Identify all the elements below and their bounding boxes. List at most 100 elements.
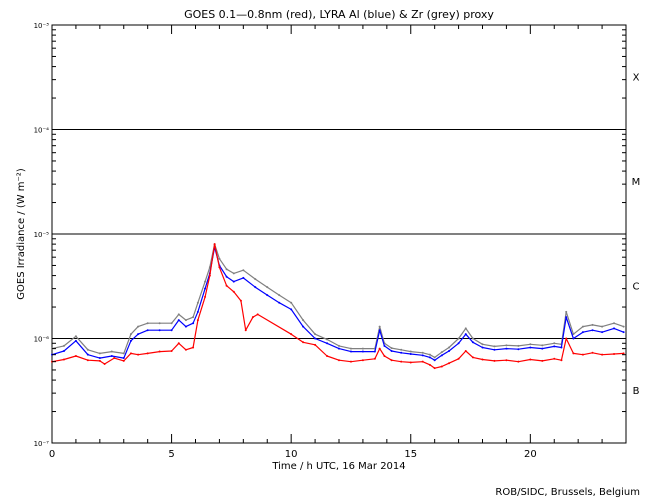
data-point xyxy=(448,346,451,349)
chart-title: GOES 0.1—0.8nm (red), LYRA Al (blue) & Z… xyxy=(184,8,494,21)
data-point xyxy=(421,360,424,363)
data-point xyxy=(204,280,207,283)
data-point xyxy=(158,322,161,325)
data-point xyxy=(457,342,460,345)
data-point xyxy=(208,274,211,277)
data-point xyxy=(242,269,245,272)
data-point xyxy=(464,333,467,336)
data-point xyxy=(218,266,221,269)
series-line xyxy=(51,243,624,358)
data-point xyxy=(581,353,584,356)
data-point xyxy=(314,343,317,346)
data-point xyxy=(361,359,364,362)
data-point xyxy=(177,319,180,322)
data-point xyxy=(266,286,269,289)
data-point xyxy=(103,363,106,366)
data-point xyxy=(326,355,329,358)
data-point xyxy=(170,329,173,332)
data-point xyxy=(129,352,132,355)
data-point xyxy=(572,352,575,355)
data-point xyxy=(409,361,412,364)
y-axis-label: GOES Irradiance / (W m⁻²) xyxy=(16,168,27,300)
data-point xyxy=(421,354,424,357)
data-point xyxy=(481,346,484,349)
data-point xyxy=(400,360,403,363)
data-point xyxy=(338,359,340,362)
data-point xyxy=(213,243,216,246)
data-point xyxy=(137,353,140,356)
data-point xyxy=(290,333,293,336)
data-point xyxy=(481,343,484,346)
data-point xyxy=(232,290,235,293)
data-point xyxy=(601,353,604,356)
flare-class-thresholds xyxy=(52,129,626,339)
data-point xyxy=(98,357,101,360)
data-point xyxy=(409,350,412,353)
y-tick-label: 10⁻⁷ xyxy=(34,440,50,448)
credit-text: ROB/SIDC, Brussels, Belgium xyxy=(495,487,640,498)
data-point xyxy=(541,359,544,362)
data-point xyxy=(440,351,443,354)
data-point xyxy=(383,355,386,358)
data-point xyxy=(581,331,584,334)
data-point xyxy=(378,325,381,328)
data-point xyxy=(428,356,431,359)
data-point xyxy=(373,357,376,360)
data-point xyxy=(225,284,228,287)
data-point xyxy=(196,301,199,304)
data-point xyxy=(158,329,161,332)
data-point xyxy=(232,272,235,275)
data-point xyxy=(204,287,207,290)
data-point xyxy=(242,276,245,279)
data-point xyxy=(192,346,195,349)
y-tick-label: 10⁻⁴ xyxy=(34,127,50,135)
data-point xyxy=(62,358,65,361)
data-point xyxy=(390,349,393,352)
y-axis: 10⁻⁷ 10⁻⁶ 10⁻⁵ 10⁻⁴ 10⁻³ xyxy=(34,22,626,448)
data-point xyxy=(448,349,451,352)
data-point xyxy=(62,349,65,352)
data-point xyxy=(378,347,381,350)
data-point xyxy=(184,319,187,322)
data-point xyxy=(428,353,431,356)
data-point xyxy=(560,359,563,362)
data-point xyxy=(529,358,532,361)
data-point xyxy=(170,322,173,325)
data-point xyxy=(196,310,199,313)
data-point xyxy=(572,333,575,336)
data-point xyxy=(471,337,474,340)
data-point xyxy=(581,325,584,328)
data-point xyxy=(302,319,305,322)
data-point xyxy=(278,294,281,297)
data-point xyxy=(349,347,352,350)
data-point xyxy=(517,360,520,363)
data-point xyxy=(192,322,195,325)
data-point xyxy=(553,342,556,345)
data-point xyxy=(122,357,125,360)
data-point xyxy=(314,337,317,340)
data-point xyxy=(218,257,221,260)
data-point xyxy=(314,333,317,336)
data-point xyxy=(137,333,140,336)
data-point xyxy=(541,344,544,347)
data-point xyxy=(529,343,532,346)
data-point xyxy=(254,278,257,281)
data-point xyxy=(129,333,132,336)
data-point xyxy=(98,352,101,355)
data-point xyxy=(146,329,149,332)
data-point xyxy=(591,351,594,354)
data-point xyxy=(433,359,436,362)
series-layer xyxy=(51,243,625,370)
data-point xyxy=(622,352,625,355)
data-point xyxy=(74,355,77,358)
flare-class-label: X xyxy=(633,73,640,84)
data-point xyxy=(505,347,508,350)
data-point xyxy=(613,327,616,330)
x-tick-label: 5 xyxy=(168,449,174,460)
data-point xyxy=(565,337,568,340)
data-point xyxy=(349,360,352,363)
flare-class-labels: X M C B xyxy=(632,73,641,397)
y-tick-label: 10⁻³ xyxy=(34,22,50,30)
data-point xyxy=(471,356,474,359)
data-point xyxy=(158,350,161,353)
